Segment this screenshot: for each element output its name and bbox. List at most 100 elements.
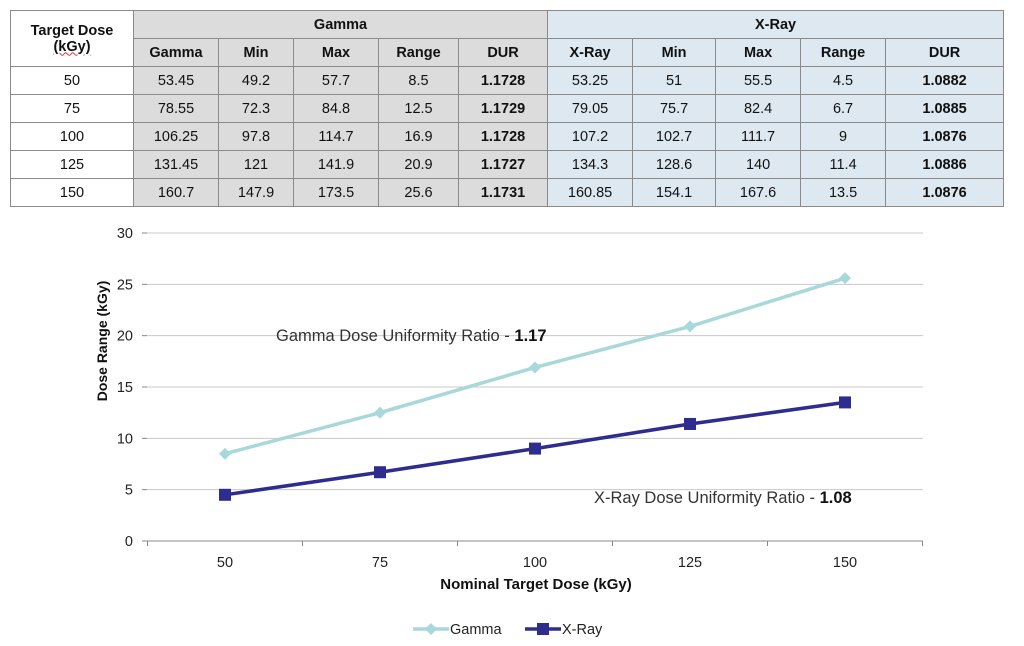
table-row: 50 53.45 49.2 57.7 8.5 1.1728 53.25 51 55.5 4.5 1.…: [10, 66, 1005, 95]
gamma-cell: 49.2: [218, 66, 294, 95]
data-point: [374, 466, 386, 479]
series-xray: [219, 396, 851, 501]
xray-cell: 13.5: [800, 178, 887, 207]
xray-dur-annotation-value: 1.08: [820, 489, 852, 507]
xray-cell: 140: [715, 150, 802, 179]
gamma-col-header: Max: [293, 38, 379, 67]
x-tick-label: 125: [678, 555, 702, 571]
gamma-cell: 72.3: [218, 94, 294, 123]
target-dose-cell: 125: [10, 150, 134, 179]
target-dose-header-unit: (kGy): [53, 38, 91, 55]
xray-cell: 55.5: [715, 66, 802, 95]
gamma-col-header: Range: [378, 38, 459, 67]
data-point: [374, 406, 386, 419]
data-point: [219, 488, 231, 501]
gamma-cell: 131.45: [133, 150, 219, 179]
data-point: [839, 396, 851, 409]
xray-cell: 79.05: [547, 94, 634, 123]
y-tick-label: 30: [117, 226, 133, 242]
gamma-dur-cell: 1.1727: [457, 150, 549, 179]
y-axis-label: Dose Range (kGy): [94, 281, 110, 402]
x-tick-label: 150: [833, 555, 857, 571]
gamma-dur-annotation-text: Gamma Dose Uniformity Ratio -: [276, 327, 514, 345]
gamma-dur-annotation: Gamma Dose Uniformity Ratio - 1.17: [276, 327, 547, 345]
gamma-col-header: DUR: [457, 38, 549, 67]
legend-item: X-Ray: [525, 622, 603, 638]
gamma-dur-annotation-value: 1.17: [514, 327, 546, 345]
xray-cell: 107.2: [547, 122, 634, 151]
xray-col-header: Range: [800, 38, 887, 67]
y-tick-label: 25: [117, 277, 133, 293]
xray-group-header: X-Ray: [547, 10, 1005, 39]
target-dose-cell: 50: [10, 66, 134, 95]
xray-cell: 6.7: [800, 94, 887, 123]
legend-label: X-Ray: [562, 622, 603, 638]
y-tick-label: 0: [125, 534, 133, 550]
legend-item: Gamma: [413, 622, 503, 638]
xray-cell: 11.4: [800, 150, 887, 179]
x-axis-ticks: 50 75 100 125 150: [147, 541, 923, 571]
data-point: [839, 272, 851, 285]
xray-cell: 82.4: [715, 94, 802, 123]
data-point: [684, 320, 696, 333]
xray-dur-cell: 1.0882: [885, 66, 1005, 95]
xray-cell: 4.5: [800, 66, 887, 95]
series-gamma: [219, 272, 851, 460]
legend-marker: [425, 623, 437, 635]
target-dose-header-line1: Target Dose: [30, 22, 114, 39]
gamma-cell: 25.6: [378, 178, 459, 207]
column-header-row: Gamma Min Max Range DUR X-Ray Min Max Range DUR: [11, 38, 1005, 67]
xray-cell: 75.7: [632, 94, 717, 123]
xray-dur-cell: 1.0885: [885, 94, 1005, 123]
gamma-dur-cell: 1.1729: [457, 94, 549, 123]
gamma-cell: 53.45: [133, 66, 219, 95]
gamma-cell: 78.55: [133, 94, 219, 123]
xray-cell: 154.1: [632, 178, 717, 207]
data-point: [529, 361, 541, 374]
xray-cell: 167.6: [715, 178, 802, 207]
data-point: [684, 417, 696, 430]
target-dose-header: Target Dose (kGy): [10, 10, 134, 67]
xray-dur-annotation: X-Ray Dose Uniformity Ratio - 1.08: [594, 489, 852, 507]
xray-cell: 128.6: [632, 150, 717, 179]
gamma-cell: 106.25: [133, 122, 219, 151]
xray-col-header: Min: [632, 38, 717, 67]
xray-cell: 51: [632, 66, 717, 95]
xray-cell: 111.7: [715, 122, 802, 151]
xray-col-header: DUR: [885, 38, 1005, 67]
table-body: 50 53.45 49.2 57.7 8.5 1.1728 53.25 51 55.5 4.5 1.…: [10, 66, 1005, 207]
x-tick-label: 75: [372, 555, 388, 571]
gamma-cell: 121: [218, 150, 294, 179]
data-point: [529, 442, 541, 455]
xray-cell: 9: [800, 122, 887, 151]
target-dose-cell: 75: [10, 94, 134, 123]
gamma-cell: 84.8: [293, 94, 379, 123]
xray-col-header: Max: [715, 38, 802, 67]
gamma-cell: 114.7: [293, 122, 379, 151]
gamma-dur-cell: 1.1728: [457, 122, 549, 151]
gamma-dur-cell: 1.1728: [457, 66, 549, 95]
y-tick-label: 5: [125, 483, 133, 499]
xray-cell: 102.7: [632, 122, 717, 151]
gamma-cell: 97.8: [218, 122, 294, 151]
gamma-cell: 147.9: [218, 178, 294, 207]
data-point: [219, 447, 231, 460]
y-tick-label: 15: [117, 380, 133, 396]
xray-cell: 160.85: [547, 178, 634, 207]
gamma-col-header: Gamma: [133, 38, 219, 67]
table-row: 75 78.55 72.3 84.8 12.5 1.1729 79.05 75.7 82.4 6.…: [10, 94, 1005, 123]
gamma-cell: 57.7: [293, 66, 379, 95]
y-tick-label: 20: [117, 329, 133, 345]
target-dose-cell: 150: [10, 178, 134, 207]
table-row: 100 106.25 97.8 114.7 16.9 1.1728 107.2 102.7 11…: [10, 122, 1005, 151]
target-dose-cell: 100: [10, 122, 134, 151]
xray-col-header: X-Ray: [547, 38, 634, 67]
gamma-cell: 160.7: [133, 178, 219, 207]
dose-table: Target Dose (kGy) Gamma X-Ray Gamma Min Ma…: [10, 10, 1005, 207]
gamma-cell: 173.5: [293, 178, 379, 207]
xray-dur-cell: 1.0876: [885, 178, 1005, 207]
y-tick-label: 10: [117, 431, 133, 447]
gamma-cell: 141.9: [293, 150, 379, 179]
series-layer: [219, 272, 851, 501]
xray-cell: 53.25: [547, 66, 634, 95]
